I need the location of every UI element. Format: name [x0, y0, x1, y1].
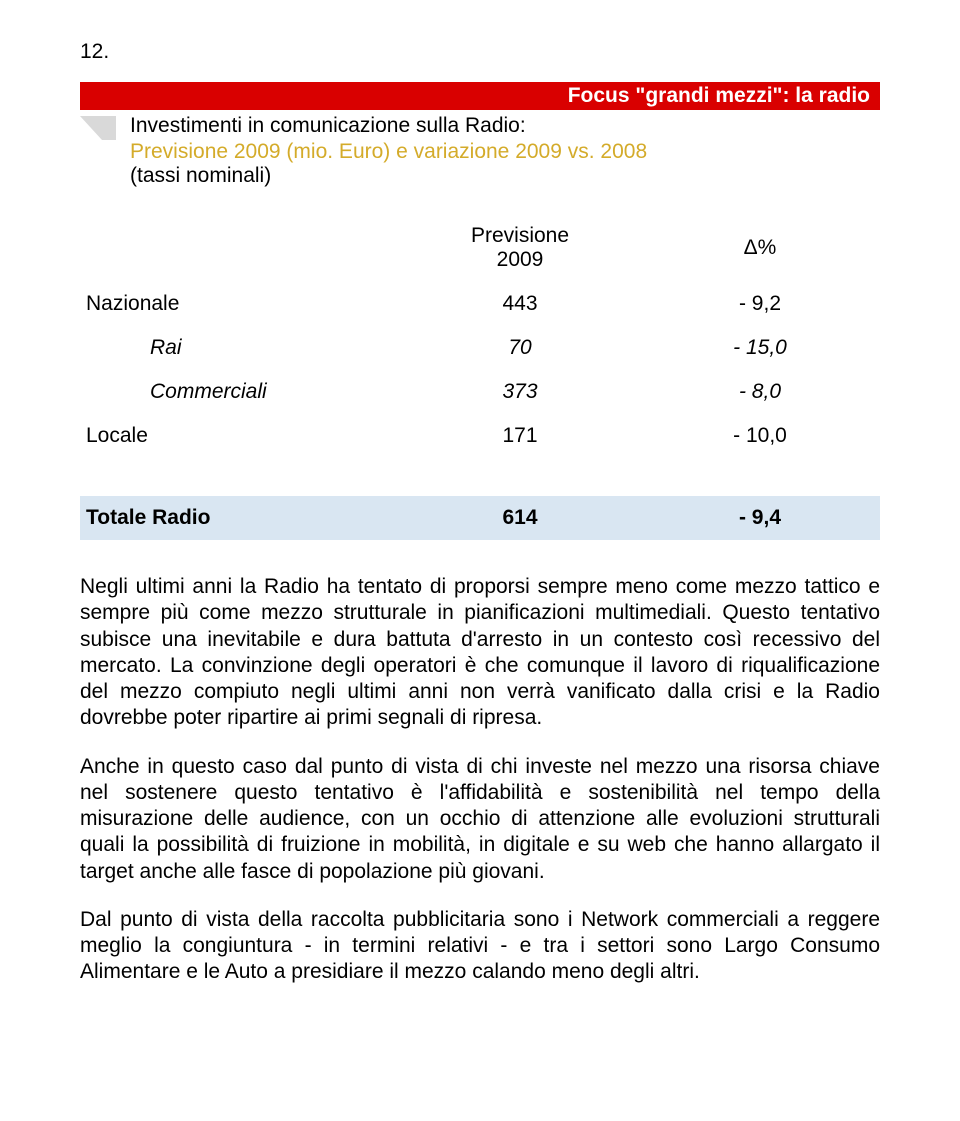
row-value: 373 [400, 370, 640, 414]
row-label: Commerciali [80, 370, 400, 414]
table-row: Locale 171 - 10,0 [80, 414, 880, 458]
header-block: Focus "grandi mezzi": la radio Investime… [80, 82, 880, 188]
data-table-wrap: Previsione 2009 Δ% Nazionale 443 - 9,2 R… [80, 214, 880, 540]
row-value: 70 [400, 326, 640, 370]
paragraph: Dal punto di vista della raccolta pubbli… [80, 907, 880, 986]
row-delta: - 15,0 [640, 326, 880, 370]
row-label: Nazionale [80, 282, 400, 326]
row-label: Rai [80, 326, 400, 370]
subtitle-line-2: Previsione 2009 (mio. Euro) e variazione… [130, 140, 880, 164]
page-number: 12. [80, 40, 880, 64]
row-label: Locale [80, 414, 400, 458]
subtitle-line-3: (tassi nominali) [130, 164, 880, 188]
table-total-row: Totale Radio 614 - 9,4 [80, 496, 880, 540]
bullet-marker-icon [80, 116, 116, 145]
col-header-previsione-1: Previsione [406, 224, 634, 248]
table-header-row: Previsione 2009 Δ% [80, 214, 880, 282]
total-delta: - 9,4 [640, 496, 880, 540]
title-text: Focus "grandi mezzi": la radio [568, 84, 870, 108]
row-value: 443 [400, 282, 640, 326]
table-row: Nazionale 443 - 9,2 [80, 282, 880, 326]
col-header-delta: Δ% [744, 236, 777, 259]
row-delta: - 8,0 [640, 370, 880, 414]
subtitle-line-1: Investimenti in comunicazione sulla Radi… [130, 114, 880, 138]
title-bar: Focus "grandi mezzi": la radio [80, 82, 880, 110]
row-delta: - 9,2 [640, 282, 880, 326]
table-row: Commerciali 373 - 8,0 [80, 370, 880, 414]
body-text: Negli ultimi anni la Radio ha tentato di… [80, 574, 880, 986]
total-value: 614 [400, 496, 640, 540]
data-table: Previsione 2009 Δ% Nazionale 443 - 9,2 R… [80, 214, 880, 540]
row-value: 171 [400, 414, 640, 458]
row-delta: - 10,0 [640, 414, 880, 458]
paragraph: Anche in questo caso dal punto di vista … [80, 754, 880, 885]
table-row: Rai 70 - 15,0 [80, 326, 880, 370]
total-label: Totale Radio [80, 496, 400, 540]
col-header-previsione-2: 2009 [406, 248, 634, 272]
paragraph: Negli ultimi anni la Radio ha tentato di… [80, 574, 880, 732]
